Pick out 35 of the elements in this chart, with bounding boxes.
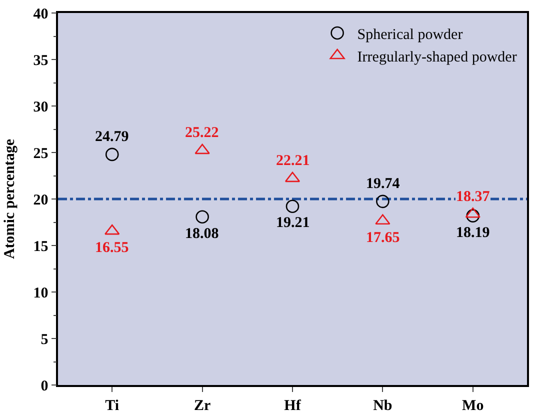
y-axis-title: Atomic percentage [2, 138, 18, 260]
legend-label: Spherical powder [357, 26, 463, 43]
data-label: 17.65 [366, 230, 400, 246]
x-tick-label: Zr [194, 398, 211, 414]
data-label: 18.19 [456, 225, 490, 241]
point [466, 209, 480, 222]
point [194, 144, 210, 154]
x-tick-label: Ti [105, 398, 120, 414]
y-tick-label: 40 [33, 6, 48, 22]
data-label: 22.21 [276, 153, 310, 169]
y-tick-label: 30 [33, 99, 48, 116]
y-tick-label: 25 [33, 146, 48, 162]
data-label: 24.79 [95, 129, 129, 145]
y-tick-label: 20 [33, 192, 48, 208]
y-tick-label: 35 [33, 52, 48, 69]
data-label: 16.55 [95, 240, 129, 256]
x-tick-label: Mo [462, 398, 484, 414]
legend-label: Irregularly-shaped powder [357, 49, 517, 66]
data-label: 19.21 [276, 215, 310, 231]
y-tick-label: 0 [40, 378, 48, 394]
data-label: 25.22 [185, 125, 219, 141]
y-tick-label: 10 [33, 285, 48, 302]
y-tick-label: 5 [40, 332, 48, 348]
point [375, 214, 390, 225]
x-tick-label: Nb [373, 398, 392, 414]
data-label: 18.37 [456, 189, 490, 205]
point [104, 224, 120, 235]
data-label: 18.08 [185, 226, 219, 242]
point [196, 210, 209, 224]
y-tick-label: 15 [33, 238, 48, 255]
point [286, 200, 300, 213]
data-label: 19.74 [366, 176, 400, 192]
point [105, 148, 119, 162]
x-tick-label: Hf [284, 398, 302, 414]
point [376, 194, 390, 208]
